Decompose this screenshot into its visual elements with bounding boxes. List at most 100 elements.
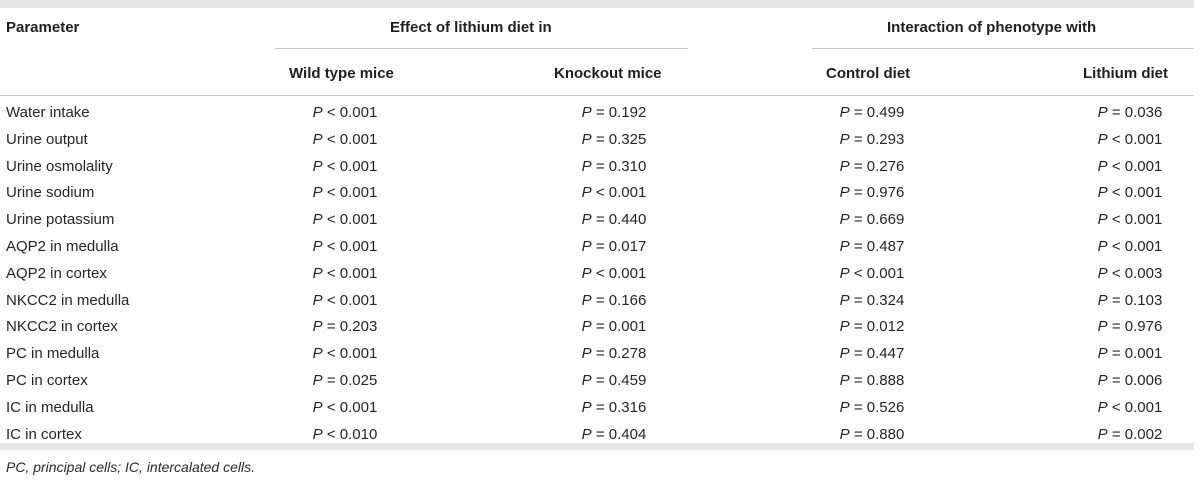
table-cell: P = 0.316 xyxy=(582,399,647,416)
table-cell: P < 0.001 xyxy=(582,184,647,201)
row-label: PC in medulla xyxy=(6,345,100,362)
p-symbol: P xyxy=(312,158,323,175)
p-symbol: P xyxy=(312,184,323,201)
p-symbol: P xyxy=(581,158,592,175)
table-cell: P < 0.001 xyxy=(1098,238,1163,255)
table-cell: P = 0.310 xyxy=(582,158,647,175)
table-cell: P < 0.001 xyxy=(313,292,378,309)
p-value: < 0.001 xyxy=(326,399,378,416)
p-symbol: P xyxy=(1097,426,1108,443)
p-symbol: P xyxy=(839,318,850,335)
table-cell: P = 0.669 xyxy=(840,211,905,228)
table-cell: P = 0.499 xyxy=(840,104,905,121)
p-value: < 0.001 xyxy=(326,211,378,228)
table-cell: P = 0.006 xyxy=(1098,372,1163,389)
p-symbol: P xyxy=(1097,238,1108,255)
header-control-diet: Control diet xyxy=(826,65,911,82)
p-value: = 0.976 xyxy=(1111,318,1163,335)
table-cell: P = 0.192 xyxy=(582,104,647,121)
table-cell: P = 0.012 xyxy=(840,318,905,335)
table-cell: P = 0.293 xyxy=(840,131,905,148)
p-value: < 0.001 xyxy=(326,184,378,201)
p-symbol: P xyxy=(312,318,323,335)
p-symbol: P xyxy=(1097,399,1108,416)
p-symbol: P xyxy=(312,131,323,148)
row-label: IC in medulla xyxy=(6,399,94,416)
table-cell: P < 0.001 xyxy=(313,131,378,148)
table-cell: P = 0.976 xyxy=(840,184,905,201)
p-symbol: P xyxy=(1097,318,1108,335)
table-cell: P = 0.103 xyxy=(1098,292,1163,309)
p-symbol: P xyxy=(839,211,850,228)
p-symbol: P xyxy=(839,184,850,201)
p-value: < 0.001 xyxy=(326,158,378,175)
p-value: < 0.001 xyxy=(326,131,378,148)
table-cell: P < 0.010 xyxy=(313,426,378,443)
p-value: = 0.310 xyxy=(595,158,647,175)
p-symbol: P xyxy=(839,238,850,255)
p-value: = 0.459 xyxy=(595,372,647,389)
p-value: = 0.001 xyxy=(1111,345,1163,362)
table-cell: P < 0.001 xyxy=(1098,211,1163,228)
table-cell: P = 0.278 xyxy=(582,345,647,362)
p-symbol: P xyxy=(581,211,592,228)
p-value: = 0.025 xyxy=(326,372,378,389)
p-value: < 0.001 xyxy=(595,265,647,282)
table-top-bar xyxy=(0,0,1194,8)
p-symbol: P xyxy=(1097,184,1108,201)
p-value: < 0.001 xyxy=(1111,131,1163,148)
p-value: = 0.669 xyxy=(853,211,905,228)
p-value: < 0.001 xyxy=(853,265,905,282)
table-cell: P < 0.001 xyxy=(313,238,378,255)
table-cell: P < 0.001 xyxy=(313,265,378,282)
row-label: Urine potassium xyxy=(6,211,115,228)
table-cell: P = 0.976 xyxy=(1098,318,1163,335)
p-symbol: P xyxy=(1097,131,1108,148)
p-symbol: P xyxy=(581,104,592,121)
p-value: = 0.103 xyxy=(1111,292,1163,309)
p-value: < 0.003 xyxy=(1111,265,1163,282)
p-value: = 0.404 xyxy=(595,426,647,443)
row-label: NKCC2 in cortex xyxy=(6,318,118,335)
p-symbol: P xyxy=(1097,158,1108,175)
p-value: = 0.526 xyxy=(853,399,905,416)
table-cell: P = 0.002 xyxy=(1098,426,1163,443)
table-cell: P < 0.001 xyxy=(1098,158,1163,175)
table-cell: P = 0.001 xyxy=(1098,345,1163,362)
p-symbol: P xyxy=(312,104,323,121)
header-parameter: Parameter xyxy=(6,19,80,36)
header-bottom-rule xyxy=(0,95,1194,96)
p-symbol: P xyxy=(839,345,850,362)
table-cell: P = 0.036 xyxy=(1098,104,1163,121)
p-value: = 0.203 xyxy=(326,318,378,335)
table-cell: P < 0.001 xyxy=(313,211,378,228)
group-effect-rule xyxy=(275,48,688,49)
p-value: = 0.499 xyxy=(853,104,905,121)
table-cell: P = 0.276 xyxy=(840,158,905,175)
p-symbol: P xyxy=(839,131,850,148)
table-cell: P = 0.025 xyxy=(313,372,378,389)
table-cell: P = 0.325 xyxy=(582,131,647,148)
p-symbol: P xyxy=(312,426,323,443)
p-value: = 0.316 xyxy=(595,399,647,416)
table-cell: P = 0.203 xyxy=(313,318,378,335)
p-value: = 0.017 xyxy=(595,238,647,255)
p-value: = 0.440 xyxy=(595,211,647,228)
header-group-interaction: Interaction of phenotype with xyxy=(887,19,1097,36)
p-symbol: P xyxy=(312,399,323,416)
p-symbol: P xyxy=(581,399,592,416)
p-value: = 0.888 xyxy=(853,372,905,389)
p-symbol: P xyxy=(312,345,323,362)
table-cell: P < 0.001 xyxy=(1098,399,1163,416)
p-symbol: P xyxy=(839,104,850,121)
table-cell: P = 0.526 xyxy=(840,399,905,416)
p-value: = 0.002 xyxy=(1111,426,1163,443)
header-group-effect: Effect of lithium diet in xyxy=(390,19,552,36)
header-knockout: Knockout mice xyxy=(554,65,662,82)
table-cell: P = 0.459 xyxy=(582,372,647,389)
table-cell: P < 0.001 xyxy=(313,158,378,175)
p-symbol: P xyxy=(312,265,323,282)
p-value: < 0.001 xyxy=(326,238,378,255)
p-symbol: P xyxy=(839,426,850,443)
